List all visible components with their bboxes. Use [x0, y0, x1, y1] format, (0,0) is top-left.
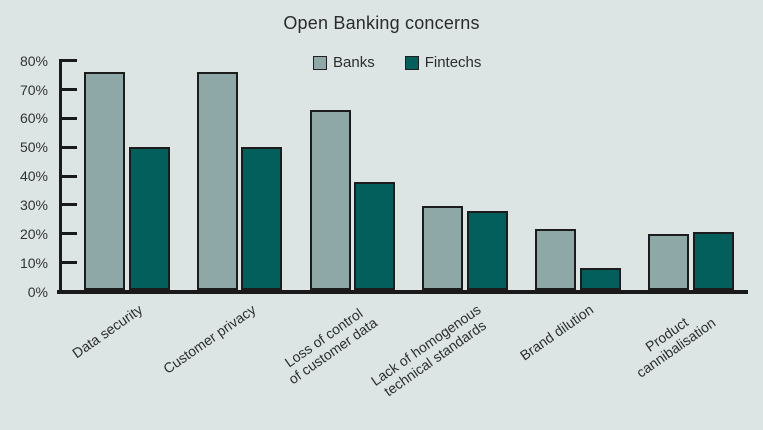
x-label-0: Data security: [69, 301, 146, 362]
y-tick-label-60%: 60%: [19, 110, 48, 127]
y-tick-label-80%: 80%: [19, 52, 48, 69]
y-tick-mark-80%: [62, 59, 77, 63]
chart-title: Open Banking concerns: [283, 13, 480, 33]
x-label-1: Customer privacy: [159, 301, 259, 377]
y-tick-label-0%: 0%: [27, 283, 48, 300]
y-tick-mark-70%: [62, 88, 77, 92]
x-label-3: Lack of homogenous technical standards: [368, 301, 490, 400]
x-label-2: Loss of control of customer data: [281, 304, 381, 388]
legend-swatch-fintechs: [404, 55, 419, 70]
x-axis-line: [57, 290, 748, 294]
bar-banks-3: [422, 206, 464, 290]
y-tick-label-20%: 20%: [19, 225, 48, 242]
bar-banks-2: [309, 109, 351, 290]
bar-fintechs-4: [579, 268, 621, 290]
y-tick-mark-40%: [62, 174, 77, 178]
y-tick-mark-10%: [62, 261, 77, 265]
legend-label-banks: Banks: [333, 54, 375, 71]
legend-item-banks: Banks: [313, 54, 375, 71]
y-tick-label-50%: 50%: [19, 139, 48, 156]
y-tick-label-40%: 40%: [19, 168, 48, 185]
bar-banks-0: [84, 72, 125, 290]
bar-fintechs-0: [128, 147, 170, 290]
y-tick-mark-60%: [62, 116, 77, 120]
legend-label-fintechs: Fintechs: [424, 54, 482, 71]
y-tick-mark-50%: [62, 145, 77, 149]
legend: Banks Fintechs: [313, 54, 481, 71]
bar-banks-5: [648, 233, 689, 290]
bar-fintechs-5: [692, 232, 734, 290]
y-tick-label-10%: 10%: [19, 254, 48, 271]
y-axis-line: [59, 58, 62, 294]
y-tick-mark-30%: [62, 203, 77, 207]
x-label-5: Product cannibalisation: [633, 313, 719, 381]
legend-swatch-banks: [313, 55, 327, 70]
y-tick-mark-20%: [62, 232, 77, 236]
bar-fintechs-2: [354, 181, 396, 290]
bar-banks-4: [535, 229, 577, 290]
bar-fintechs-3: [466, 210, 508, 290]
bar-banks-1: [196, 72, 238, 290]
bar-fintechs-1: [241, 147, 283, 290]
x-label-4: Brand dilution: [517, 301, 597, 364]
legend-item-fintechs: Fintechs: [404, 54, 482, 71]
y-tick-label-30%: 30%: [19, 196, 48, 213]
y-tick-label-70%: 70%: [19, 81, 48, 98]
